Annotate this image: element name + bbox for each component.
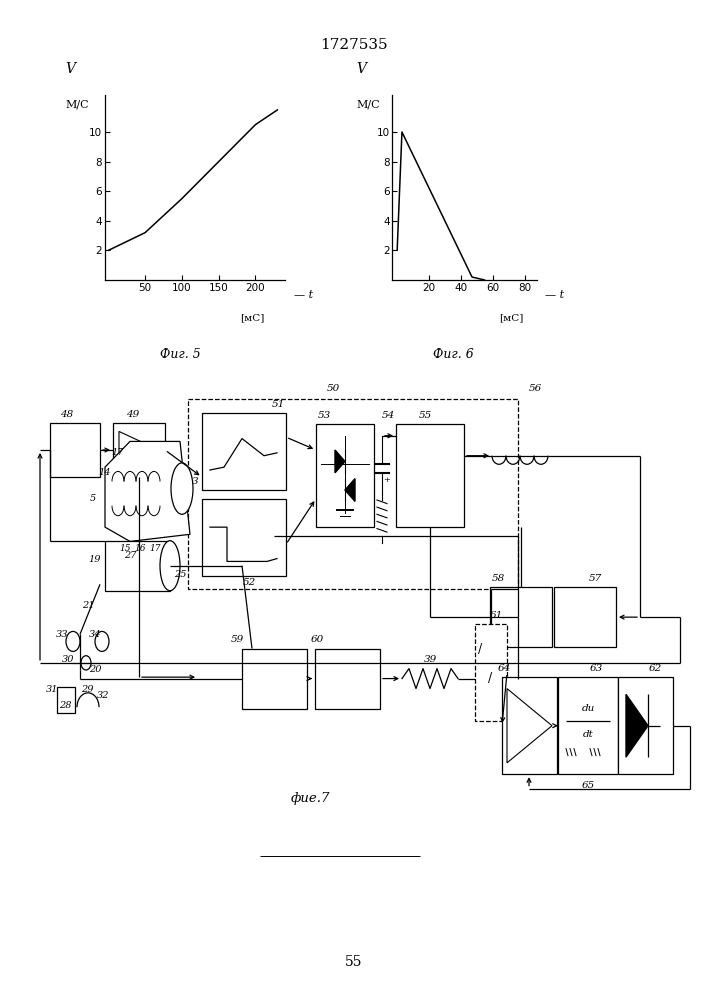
Bar bbox=[188, 399, 518, 589]
Bar bbox=[554, 587, 616, 647]
Bar bbox=[558, 677, 618, 774]
Text: 19: 19 bbox=[89, 556, 101, 564]
Polygon shape bbox=[507, 689, 552, 763]
Bar bbox=[50, 423, 100, 477]
Text: 65: 65 bbox=[581, 781, 595, 790]
Text: — t: — t bbox=[294, 290, 313, 300]
Text: du: du bbox=[581, 704, 595, 713]
Text: 55: 55 bbox=[345, 955, 362, 969]
Text: 17: 17 bbox=[149, 544, 160, 553]
Circle shape bbox=[66, 631, 80, 651]
Text: 14: 14 bbox=[99, 468, 111, 477]
Bar bbox=[490, 587, 552, 647]
Bar bbox=[113, 423, 165, 477]
Polygon shape bbox=[105, 441, 190, 541]
Text: 29: 29 bbox=[81, 686, 93, 694]
Text: Фиг. 6: Фиг. 6 bbox=[433, 348, 474, 361]
Text: М/С: М/С bbox=[65, 100, 88, 110]
Text: /: / bbox=[478, 644, 482, 656]
Text: 5: 5 bbox=[90, 494, 96, 503]
Text: 50: 50 bbox=[327, 384, 339, 393]
Text: М/С: М/С bbox=[356, 100, 380, 110]
Text: 59: 59 bbox=[230, 636, 244, 645]
Bar bbox=[242, 649, 307, 709]
Bar bbox=[202, 499, 286, 576]
Text: 21: 21 bbox=[82, 601, 94, 610]
Polygon shape bbox=[105, 541, 170, 591]
Bar bbox=[502, 677, 557, 774]
Text: V: V bbox=[65, 62, 75, 76]
Text: 48: 48 bbox=[60, 410, 74, 419]
Text: 62: 62 bbox=[648, 664, 662, 673]
Bar bbox=[618, 677, 673, 774]
Text: 1727535: 1727535 bbox=[320, 38, 387, 52]
Text: 31: 31 bbox=[46, 686, 58, 694]
Text: — t: — t bbox=[544, 290, 563, 300]
Text: 53: 53 bbox=[317, 411, 331, 420]
Text: 20: 20 bbox=[89, 666, 101, 674]
Text: 17: 17 bbox=[112, 448, 124, 457]
Text: V: V bbox=[356, 62, 366, 76]
Bar bbox=[202, 413, 286, 490]
Circle shape bbox=[81, 656, 91, 670]
Bar bbox=[316, 424, 374, 527]
Text: 56: 56 bbox=[528, 384, 542, 393]
Text: 15: 15 bbox=[119, 544, 131, 553]
Text: фие.7: фие.7 bbox=[291, 792, 329, 805]
Text: 16: 16 bbox=[134, 544, 146, 553]
Polygon shape bbox=[345, 479, 355, 501]
Text: 55: 55 bbox=[419, 411, 432, 420]
Text: 3: 3 bbox=[192, 477, 198, 486]
Bar bbox=[57, 687, 75, 713]
Text: 61: 61 bbox=[489, 611, 503, 620]
Polygon shape bbox=[626, 694, 648, 757]
Text: Фиг. 5: Фиг. 5 bbox=[160, 348, 201, 361]
Text: dt: dt bbox=[583, 730, 593, 739]
Text: 54: 54 bbox=[381, 411, 395, 420]
Text: /: / bbox=[488, 672, 492, 685]
Text: 33: 33 bbox=[56, 630, 69, 639]
Ellipse shape bbox=[160, 541, 180, 591]
Circle shape bbox=[95, 631, 109, 651]
Text: 63: 63 bbox=[590, 664, 602, 673]
Text: 57: 57 bbox=[588, 574, 602, 583]
Text: 30: 30 bbox=[62, 656, 74, 664]
Bar bbox=[315, 649, 380, 709]
Text: 28: 28 bbox=[59, 701, 71, 710]
Text: 27: 27 bbox=[124, 551, 136, 560]
Ellipse shape bbox=[171, 463, 193, 514]
Text: 39: 39 bbox=[423, 656, 437, 664]
Bar bbox=[396, 424, 464, 527]
Text: 52: 52 bbox=[243, 578, 256, 587]
Polygon shape bbox=[119, 431, 159, 469]
Text: 32: 32 bbox=[97, 691, 110, 700]
Text: 58: 58 bbox=[491, 574, 505, 583]
Polygon shape bbox=[335, 450, 345, 473]
Text: 34: 34 bbox=[89, 630, 101, 639]
Text: 64: 64 bbox=[498, 664, 510, 673]
Text: +: + bbox=[384, 476, 390, 484]
Text: 49: 49 bbox=[127, 410, 139, 419]
Text: 60: 60 bbox=[310, 636, 324, 645]
Text: [мС]: [мС] bbox=[499, 314, 523, 323]
Text: [мС]: [мС] bbox=[240, 314, 264, 323]
Bar bbox=[475, 624, 507, 721]
Text: 51: 51 bbox=[271, 400, 285, 409]
Text: 25: 25 bbox=[174, 570, 186, 579]
